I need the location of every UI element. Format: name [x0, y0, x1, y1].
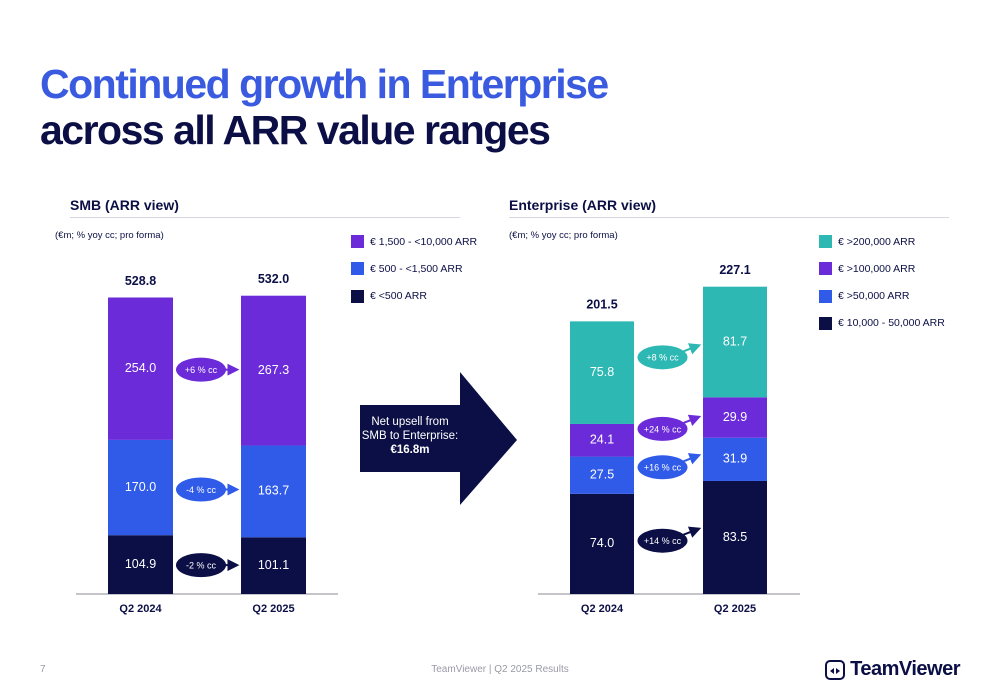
net-upsell-text: Net upsell from SMB to Enterprise: €16.8… [360, 415, 460, 457]
bar-segment [241, 537, 306, 594]
legend-item: € 10,000 - 50,000 ARR [819, 316, 945, 330]
bar-segment [703, 286, 767, 398]
bar-segment [108, 439, 173, 536]
change-bubble [176, 553, 226, 578]
total-label: 227.1 [719, 263, 750, 277]
net-upsell-line1: Net upsell from [371, 416, 449, 428]
change-arrow [683, 453, 702, 465]
bar-segment [570, 423, 634, 457]
data-label: 27.5 [590, 468, 614, 482]
legend-label: € >50,000 ARR [838, 290, 910, 303]
change-label: -4 % cc [186, 485, 217, 495]
change-arrow [683, 526, 702, 538]
smb-legend: € 1,500 - <10,000 ARR € 500 - <1,500 ARR €… [351, 235, 477, 317]
category-label: Q2 2024 [581, 603, 624, 615]
legend-label: € 1,500 - <10,000 ARR [370, 235, 478, 248]
page-number: 7 [40, 664, 46, 675]
data-label: 170.0 [125, 480, 156, 494]
bar-segment [703, 397, 767, 438]
legend-swatch [819, 289, 832, 303]
smb-chart-title: SMB (ARR view) [70, 197, 179, 213]
smb-chart: 104.9 170.0 254.0 528.8 Q2 2024 101.1 163.7 267… [76, 272, 338, 615]
legend-item: € <500 ARR [351, 289, 477, 303]
legend-item: € >200,000 ARR [819, 235, 945, 248]
bar-segment [108, 535, 173, 594]
bar-segment [570, 493, 634, 594]
page-title-line2: across all ARR value ranges [40, 107, 551, 153]
legend-swatch [819, 262, 832, 276]
data-label: 101.1 [258, 558, 289, 572]
data-label: 29.9 [723, 410, 747, 424]
bar-segment [108, 297, 173, 440]
data-label: 83.5 [723, 530, 747, 544]
bar-segment [570, 456, 634, 494]
legend-label: € 10,000 - 50,000 ARR [838, 317, 945, 330]
footer-caption: TeamViewer | Q2 2025 Results [431, 664, 569, 675]
change-bubble [637, 455, 688, 480]
change-label: +24 % cc [644, 424, 682, 434]
bar-segment [241, 445, 306, 538]
legend-swatch [819, 316, 832, 330]
change-label: +16 % cc [644, 463, 682, 473]
change-bubble [176, 477, 226, 502]
legend-label: € >200,000 ARR [838, 235, 916, 248]
change-label: -2 % cc [186, 561, 217, 571]
category-label: Q2 2024 [119, 603, 162, 615]
teamviewer-logo: TeamViewer [825, 658, 960, 681]
smb-title-rule [70, 217, 460, 218]
net-upsell-line2: SMB to Enterprise: [361, 430, 459, 442]
total-label: 201.5 [586, 298, 617, 312]
data-label: 81.7 [723, 334, 747, 348]
net-upsell-arrow-shape [360, 372, 517, 505]
change-bubble [637, 416, 688, 441]
legend-swatch [351, 262, 364, 276]
legend-label: € <500 ARR [370, 290, 427, 303]
data-label: 74.0 [590, 536, 614, 550]
teamviewer-logo-text: TeamViewer [850, 658, 960, 680]
change-bubble [176, 357, 226, 382]
legend-item: € >50,000 ARR [819, 289, 945, 303]
change-label: +6 % cc [185, 365, 218, 375]
total-label: 528.8 [125, 274, 156, 288]
page-title-line1: Continued growth in Enterprise [40, 61, 609, 107]
data-label: 24.1 [590, 433, 614, 447]
data-label: 254.0 [125, 361, 156, 375]
enterprise-legend: € >200,000 ARR € >100,000 ARR € >50,000 AR… [819, 235, 945, 344]
category-label: Q2 2025 [714, 603, 756, 615]
net-upsell-value: €16.8m [390, 444, 430, 456]
data-label: 267.3 [258, 363, 289, 377]
legend-item: € 500 - <1,500 ARR [351, 262, 477, 276]
change-arrow [683, 343, 702, 355]
legend-swatch [819, 235, 832, 248]
change-bubble [637, 345, 688, 370]
change-arrow [683, 414, 702, 426]
bar-segment [241, 295, 306, 446]
change-label: +8 % cc [646, 353, 679, 363]
total-label: 532.0 [258, 272, 289, 286]
legend-swatch [351, 289, 364, 303]
data-label: 31.9 [723, 452, 747, 466]
teamviewer-logo-icon [825, 659, 846, 680]
enterprise-chart-note: (€m; % yoy cc; pro forma) [509, 230, 618, 241]
data-label: 163.7 [258, 484, 289, 498]
legend-item: € >100,000 ARR [819, 262, 945, 276]
legend-label: € >100,000 ARR [838, 262, 916, 275]
bar-segment [703, 437, 767, 481]
change-bubble [637, 528, 688, 553]
data-label: 75.8 [590, 365, 614, 379]
enterprise-title-rule [509, 217, 949, 218]
enterprise-chart: 74.0 27.5 24.1 75.8 201.5 Q2 2024 83.5 31.9 29.9… [538, 263, 800, 615]
bar-segment [570, 321, 634, 424]
change-label: +14 % cc [644, 536, 682, 546]
enterprise-chart-title: Enterprise (ARR view) [509, 197, 657, 213]
legend-swatch [351, 235, 364, 248]
smb-chart-note: (€m; % yoy cc; pro forma) [55, 230, 164, 241]
legend-label: € 500 - <1,500 ARR [370, 262, 463, 275]
data-label: 104.9 [125, 557, 156, 571]
bar-segment [703, 480, 767, 594]
category-label: Q2 2025 [252, 603, 294, 615]
legend-item: € 1,500 - <10,000 ARR [351, 235, 477, 248]
